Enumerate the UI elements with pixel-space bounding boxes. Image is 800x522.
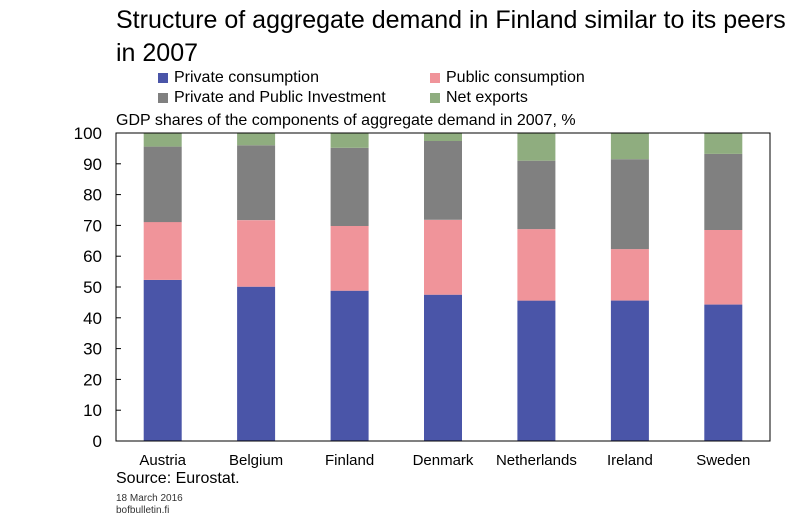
legend-swatch-private-consumption — [158, 73, 168, 83]
x-tick-label: Austria — [139, 452, 186, 469]
bar-segment-ireland-public-consumption — [610, 249, 649, 301]
bar-segment-finland-net-exports — [330, 133, 369, 148]
y-tick-label: 0 — [93, 432, 102, 451]
bar-segment-finland-private-consumption — [330, 290, 369, 441]
y-tick-label: 100 — [74, 124, 102, 143]
bar-segment-belgium-private-consumption — [237, 286, 276, 441]
bar-segment-netherlands-private-consumption — [517, 300, 556, 441]
bar-segment-finland-private-and-public-investment — [330, 147, 369, 226]
legend-item-public-consumption: Public consumption — [430, 69, 585, 87]
x-tick-label: Belgium — [229, 452, 283, 469]
y-tick-label: 60 — [83, 247, 102, 266]
legend-label-private-consumption: Private consumption — [174, 69, 319, 86]
bar-segment-denmark-public-consumption — [424, 219, 462, 295]
y-tick-label: 50 — [83, 278, 102, 297]
bar-segment-austria-net-exports — [143, 133, 182, 147]
site-name: bofbulletin.fi — [116, 505, 170, 516]
bar-segment-austria-private-consumption — [143, 279, 182, 441]
y-tick-label: 90 — [83, 155, 102, 174]
bar-segment-ireland-net-exports — [610, 133, 649, 160]
y-tick-label: 30 — [83, 340, 102, 359]
x-tick-label: Ireland — [607, 452, 653, 469]
legend-item-net-exports: Net exports — [430, 89, 528, 107]
bar-segment-belgium-public-consumption — [237, 220, 276, 287]
legend-label-net-exports: Net exports — [446, 89, 528, 106]
bar-segment-belgium-private-and-public-investment — [237, 145, 276, 221]
y-tick-label: 80 — [83, 186, 102, 205]
chart-subtitle: GDP shares of the components of aggregat… — [116, 112, 576, 129]
x-tick-label: Finland — [325, 452, 374, 469]
bar-segment-sweden-public-consumption — [704, 230, 743, 305]
bar-segment-sweden-net-exports — [704, 133, 743, 154]
legend-item-investment: Private and Public Investment — [158, 89, 386, 107]
bar-segment-netherlands-net-exports — [517, 133, 556, 161]
bar-segment-austria-public-consumption — [143, 222, 182, 280]
x-tick-label: Denmark — [413, 452, 474, 469]
y-tick-label: 70 — [83, 216, 102, 235]
bar-segment-denmark-private-and-public-investment — [424, 141, 462, 220]
bar-segment-ireland-private-and-public-investment — [610, 159, 649, 250]
bar-segment-belgium-net-exports — [237, 133, 276, 146]
y-tick-label: 40 — [83, 309, 102, 328]
bar-segment-sweden-private-and-public-investment — [704, 153, 743, 230]
legend-item-private-consumption: Private consumption — [158, 69, 319, 87]
x-tick-label: Netherlands — [496, 452, 577, 469]
bar-segment-denmark-private-consumption — [424, 294, 462, 441]
legend-swatch-investment — [158, 93, 168, 103]
publication-date: 18 March 2016 — [116, 493, 183, 504]
legend-swatch-public-consumption — [430, 73, 440, 83]
chart-title: Structure of aggregate demand in Finland… — [116, 6, 786, 67]
legend-swatch-net-exports — [430, 93, 440, 103]
x-tick-label: Sweden — [696, 452, 750, 469]
source-note: Source: Eurostat. — [116, 470, 240, 487]
legend-label-public-consumption: Public consumption — [446, 69, 585, 86]
bar-segment-netherlands-private-and-public-investment — [517, 160, 556, 230]
y-tick-label: 20 — [83, 370, 102, 389]
bar-segment-denmark-net-exports — [424, 133, 462, 141]
bar-segment-finland-public-consumption — [330, 226, 369, 291]
bar-segment-netherlands-public-consumption — [517, 229, 556, 301]
bar-segment-ireland-private-consumption — [610, 300, 649, 441]
bar-segment-sweden-private-consumption — [704, 304, 743, 441]
y-tick-label: 10 — [83, 401, 102, 420]
bar-segment-austria-private-and-public-investment — [143, 146, 182, 223]
legend-label-investment: Private and Public Investment — [174, 89, 386, 106]
